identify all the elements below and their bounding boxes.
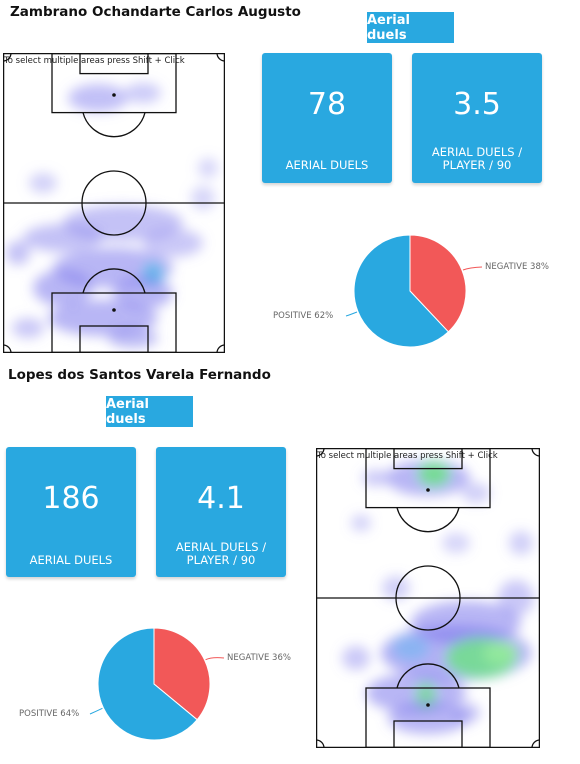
stat-label: AERIAL DUELS [29,553,113,567]
stat-label-line2: PLAYER / 90 [442,158,512,172]
stat-value: 4.1 [197,481,245,516]
player-name: Zambrano Ochandarte Carlos Augusto [10,4,301,20]
pie-label-positive: POSITIVE 64% [19,709,80,719]
pitch-svg [3,53,225,353]
stat-label: AERIAL DUELS [285,158,369,172]
pitch-caption: To select multiple areas press Shift + C… [4,56,185,66]
stat-card-aerial-duels-per-90: 3.5 AERIAL DUELS / PLAYER / 90 [412,53,542,183]
section-title-badge: Aerial duels [106,396,193,427]
pitch-caption: To select multiple areas press Shift + C… [317,451,498,461]
pie-leader-positive [89,707,103,715]
pie-slice-negative[interactable] [409,234,467,333]
pie-slice-positive[interactable] [97,627,198,741]
heatmap-layer [6,83,218,348]
section-title-badge: Aerial duels [367,12,454,43]
pie-label-negative: NEGATIVE 36% [227,653,291,663]
stat-value: 3.5 [453,87,501,122]
pie-label-negative: NEGATIVE 38% [485,262,549,272]
stat-card-aerial-duels: 78 AERIAL DUELS [262,53,392,183]
pie-leader-positive [345,311,358,317]
pie-leader-negative [205,657,225,661]
pie-label-positive: POSITIVE 62% [273,311,334,321]
pie-slice-positive[interactable] [353,234,450,348]
stat-label-line2: PLAYER / 90 [186,553,256,567]
heatmap-layer [342,460,534,734]
pie-chart [89,627,225,741]
stat-label-line1: AERIAL DUELS / [175,540,267,554]
pie-chart [345,234,483,348]
stat-label-line1: AERIAL DUELS / [431,145,523,159]
player-name: Lopes dos Santos Varela Fernando [8,367,271,383]
pitch-heatmap[interactable] [316,448,540,748]
stat-card-aerial-duels: 186 AERIAL DUELS [6,447,136,577]
stat-card-aerial-duels-per-90: 4.1 AERIAL DUELS / PLAYER / 90 [156,447,286,577]
pitch-heatmap[interactable] [3,53,225,353]
pie-slice-negative[interactable] [153,627,211,721]
stat-value: 186 [42,481,100,516]
stat-value: 78 [307,87,347,122]
pitch-lines [3,53,225,353]
pitch-svg [316,448,540,748]
pitch-lines [316,448,540,748]
pie-leader-negative [462,266,483,271]
